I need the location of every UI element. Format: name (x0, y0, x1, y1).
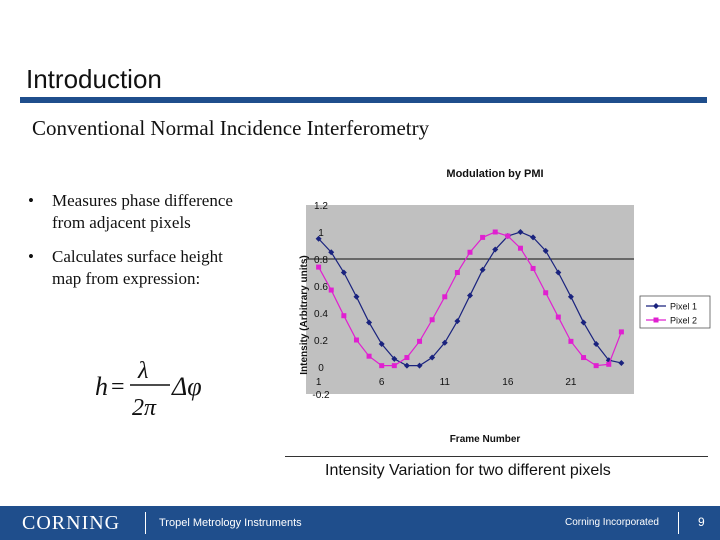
data-point (404, 355, 410, 361)
data-point (441, 339, 448, 346)
data-point (316, 264, 322, 270)
x-tick-label: 6 (379, 377, 385, 388)
x-tick-label: 21 (565, 377, 577, 388)
data-point (391, 355, 398, 362)
y-tick-label: -0.2 (312, 390, 330, 401)
x-tick-label: 1 (316, 377, 322, 388)
footer-separator (145, 512, 146, 534)
bullet-text-line: Measures phase difference (52, 191, 233, 210)
footer-bar: CORNING Tropel Metrology Instruments Cor… (0, 506, 720, 540)
data-point (454, 318, 461, 325)
page-number: 9 (698, 515, 705, 529)
data-point (391, 363, 397, 369)
title-underline (20, 97, 707, 103)
data-point (479, 266, 486, 273)
data-point (492, 229, 498, 235)
data-point (568, 338, 574, 344)
data-point (341, 313, 347, 319)
slide-title: Introduction (26, 64, 162, 94)
y-tick-label: 0.2 (314, 336, 328, 347)
formula-h: h (95, 372, 108, 401)
data-point (340, 269, 347, 276)
data-point (581, 355, 587, 361)
data-point (567, 293, 574, 300)
data-point (618, 359, 625, 366)
data-point (618, 329, 624, 335)
y-tick-label: 0.6 (314, 282, 328, 293)
data-point (366, 353, 372, 359)
y-tick-label: 1.2 (314, 201, 328, 212)
data-point (353, 293, 360, 300)
data-point (530, 234, 537, 241)
formula-delta-phi: Δφ (171, 372, 202, 401)
corning-logo: CORNING (22, 512, 121, 534)
legend-marker (653, 303, 659, 309)
legend-box (639, 295, 711, 329)
y-tick-label: 0 (318, 363, 324, 374)
slide-subtitle: Conventional Normal Incidence Interferom… (32, 116, 430, 140)
footer-separator (678, 512, 679, 534)
data-point (593, 363, 599, 369)
data-point (530, 265, 536, 271)
footer-division: Tropel Metrology Instruments (159, 517, 302, 529)
data-point (505, 233, 511, 239)
plot-area (306, 205, 634, 394)
data-point (467, 249, 473, 255)
y-axis-title: Intensity (Arbitrary units) (299, 255, 310, 374)
bullet-list: • Measures phase difference from adjacen… (28, 190, 288, 302)
data-point (379, 363, 385, 369)
data-point (480, 234, 486, 240)
data-point (328, 249, 335, 256)
legend-label: Pixel 2 (670, 316, 697, 326)
data-point (366, 319, 373, 326)
bullet-text-line: map from expression: (52, 269, 201, 288)
bullet-dot: • (28, 191, 34, 210)
y-tick-label: 1 (318, 228, 324, 239)
x-tick-label: 16 (502, 377, 514, 388)
bullet-text-line: Calculates surface height (52, 247, 223, 266)
data-point (417, 338, 423, 344)
data-point (416, 362, 423, 369)
data-point (543, 290, 549, 296)
chart-title: Modulation by PMI (446, 168, 543, 180)
data-point (580, 319, 587, 326)
formula-two-pi: 2π (132, 395, 157, 421)
data-point (454, 270, 460, 275)
bullet-dot: • (28, 247, 34, 266)
height-formula: h = λ 2π Δφ (95, 358, 202, 421)
data-point (517, 245, 523, 251)
data-point (555, 269, 562, 276)
data-point (606, 361, 612, 367)
data-point (353, 337, 359, 343)
data-point (467, 292, 473, 299)
data-point (328, 287, 334, 293)
data-point (429, 317, 435, 323)
bullet-text-line: from adjacent pixels (52, 213, 191, 232)
x-axis-title: Frame Number (450, 434, 521, 445)
legend-label: Pixel 1 (670, 302, 697, 312)
footer-company: Corning Incorporated (565, 517, 659, 528)
y-tick-label: 0.4 (314, 309, 328, 320)
bullet-item: • Calculates surface height map from exp… (28, 246, 288, 290)
y-tick-label: 0.8 (314, 255, 328, 266)
data-point (442, 294, 448, 300)
data-point (593, 341, 600, 348)
data-point (429, 354, 436, 361)
formula-lambda: λ (137, 358, 148, 384)
data-point (517, 229, 524, 235)
legend-marker (653, 317, 659, 323)
chart-caption: Intensity Variation for two different pi… (325, 462, 611, 479)
data-point (492, 246, 499, 253)
data-point (555, 314, 561, 320)
bullet-item: • Measures phase difference from adjacen… (28, 190, 288, 234)
x-tick-label: 11 (440, 377, 451, 388)
formula-equals: = (111, 374, 125, 400)
chart-divider (285, 456, 708, 457)
data-point (403, 362, 410, 369)
data-point (315, 235, 322, 242)
data-point (542, 247, 549, 254)
data-point (378, 341, 385, 348)
